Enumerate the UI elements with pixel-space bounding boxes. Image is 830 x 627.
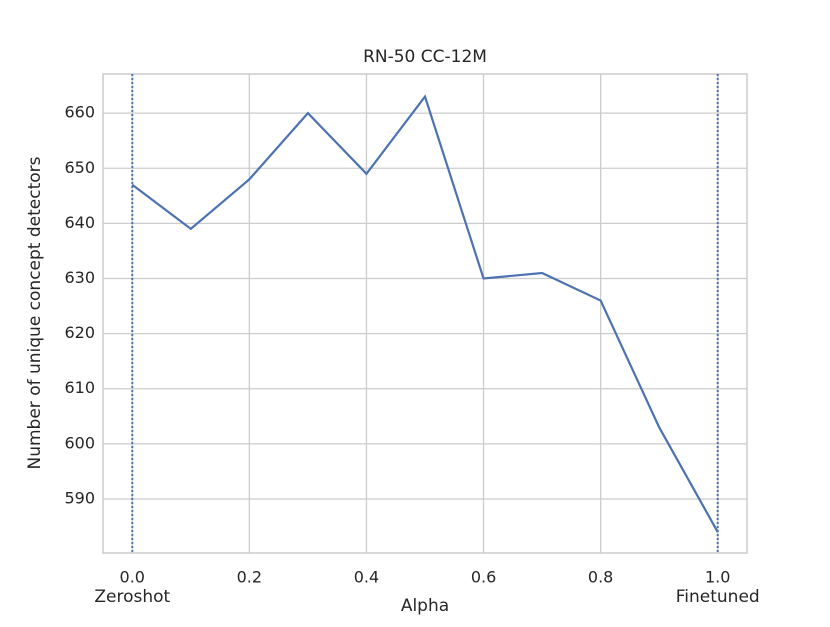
y-axis-label: Number of unique concept detectors	[25, 156, 45, 469]
chart-title: RN-50 CC-12M	[363, 47, 487, 67]
x-tick-label: 0.6	[471, 568, 496, 587]
x-tick-label: 0.2	[237, 568, 262, 587]
plot-frame	[102, 73, 748, 554]
annotation: Finetuned	[676, 587, 760, 607]
x-axis-label: Alpha	[401, 596, 449, 616]
annotation: Zeroshot	[94, 587, 170, 607]
y-tick-label: 590	[64, 488, 95, 507]
x-tick-label: 1.0	[705, 568, 730, 587]
y-tick-label: 610	[64, 378, 95, 397]
y-tick-label: 660	[64, 103, 95, 122]
y-tick-label: 630	[64, 268, 95, 287]
y-tick-label: 640	[64, 213, 95, 232]
x-tick-label: 0.8	[588, 568, 613, 587]
y-tick-label: 650	[64, 158, 95, 177]
y-tick-label: 600	[64, 433, 95, 452]
x-tick-label: 0.0	[120, 568, 145, 587]
y-tick-label: 620	[64, 323, 95, 342]
x-tick-label: 0.4	[354, 568, 379, 587]
data-line	[131, 94, 719, 533]
